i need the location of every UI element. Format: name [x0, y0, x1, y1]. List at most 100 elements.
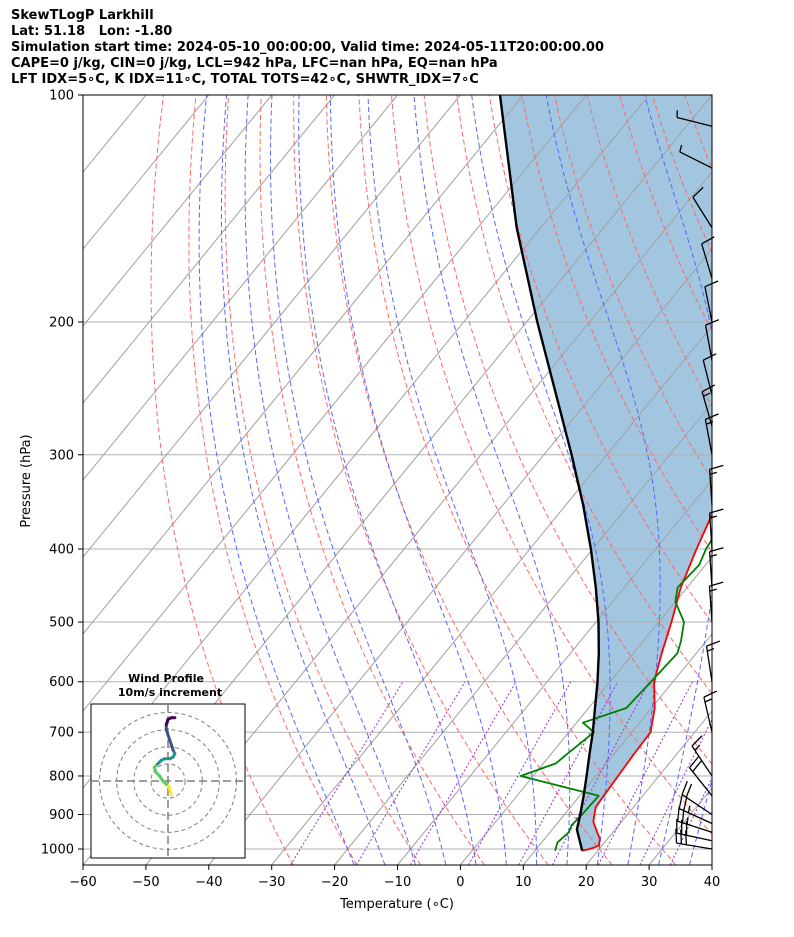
dry-adiabat-line [391, 95, 712, 836]
dry-adiabat-line [783, 95, 794, 865]
wind-barb-flag [678, 794, 683, 809]
dry-adiabat-line [325, 95, 613, 865]
wind-barb-staff [676, 832, 713, 842]
y-tick-label: 1000 [41, 843, 74, 858]
hodograph-ring [133, 746, 203, 816]
wind-barb-staff [689, 767, 713, 797]
wind-barb-flag [686, 817, 689, 825]
wind-barb-flag [677, 806, 680, 822]
wind-barb [678, 794, 713, 825]
plot-area [83, 95, 794, 865]
wind-barb-staff [702, 359, 713, 396]
isotherm-line [83, 95, 461, 558]
wind-barb-staff [701, 243, 713, 279]
isotherm-line [208, 248, 712, 865]
x-tick-label: −60 [69, 875, 96, 890]
wind-barb-flag [680, 829, 683, 844]
x-tick-label: 40 [704, 875, 721, 890]
isotherm-line [83, 95, 210, 250]
wind-barb-flag [679, 144, 683, 153]
dry-adiabat-line [150, 95, 294, 865]
dry-adiabat-line [259, 95, 485, 865]
wind-barb-flag [706, 640, 721, 647]
x-tick-label: −40 [195, 875, 222, 890]
isotherm-line [585, 710, 712, 865]
x-tick-label: 20 [578, 875, 595, 890]
x-axis-label: Temperature (∘C) [339, 897, 454, 912]
wind-barb [701, 384, 716, 427]
wind-barb-flag [691, 735, 703, 747]
wind-barb [703, 690, 718, 733]
isotherm-line [271, 325, 712, 865]
isotherm-line [83, 95, 524, 635]
wind-barb-staff [691, 745, 713, 777]
wind-barb-staff [676, 842, 713, 850]
wind-barb-flag [681, 780, 688, 795]
wind-barb [705, 640, 721, 682]
y-tick-label: 700 [49, 726, 74, 741]
x-tick-label: −10 [384, 875, 411, 890]
wind-barb-flag [704, 698, 712, 703]
dewpoint-line [519, 537, 712, 851]
wind-barb-flag [709, 471, 718, 475]
wind-barb-flag [709, 588, 717, 592]
hodograph-ring [150, 763, 186, 799]
wind-barb-staff [705, 646, 713, 682]
moist-adiabat-line [269, 95, 447, 865]
wind-barb-flag [703, 392, 711, 398]
dry-adiabat-line [521, 95, 712, 553]
chart-header: SkewTLogP Larkhill Lat: 51.18 Lon: -1.80… [11, 8, 604, 88]
hodograph-ring [116, 729, 220, 833]
location-line: Lat: 51.18 Lon: -1.80 [11, 24, 173, 39]
x-tick-label: 0 [456, 875, 464, 890]
dry-adiabat-line [224, 95, 422, 865]
dry-adiabat-line [293, 95, 549, 865]
wind-barb-flag [709, 554, 718, 558]
isotherm-line [397, 479, 712, 865]
mixing-ratio-line [290, 681, 404, 865]
wind-barb-flag [685, 830, 688, 845]
wind-barb-staff [676, 116, 713, 127]
wind-barb-flag [707, 647, 715, 652]
isotherm-line [460, 556, 712, 865]
parcel-path-line [498, 95, 600, 851]
y-tick-label: 100 [49, 89, 74, 104]
isotherm-line [334, 402, 712, 865]
wind-barb-staff [704, 325, 713, 361]
isotherm-line [522, 633, 712, 865]
mixing-ratio-line [468, 681, 572, 865]
y-tick-label: 200 [49, 315, 74, 330]
wind-barb [676, 110, 713, 127]
wind-barb-staff [703, 696, 713, 733]
wind-barb-flag [675, 828, 678, 844]
wind-barb [681, 780, 713, 816]
wind-barb-flag [702, 353, 717, 361]
y-axis-label: Pressure (hPa) [19, 434, 34, 527]
moist-adiabat-line [644, 95, 712, 865]
wind-barb [702, 353, 717, 396]
wind-barb-flag [703, 690, 718, 698]
moist-adiabat-line [198, 95, 355, 865]
y-tick-label: 400 [49, 542, 74, 557]
inset-title: Wind Profile [128, 672, 204, 685]
x-tick-label: 30 [641, 875, 658, 890]
dry-adiabat-line [488, 95, 712, 624]
x-tick-label: 10 [515, 875, 532, 890]
wind-barb-staff [701, 391, 713, 427]
x-tick-label: −50 [132, 875, 159, 890]
wind-barb-flag [692, 760, 703, 773]
isotherm-line [83, 95, 335, 404]
inset-subtitle: 10m/s increment [118, 686, 222, 699]
moist-adiabat-line [244, 95, 416, 865]
y-tick-label: 600 [49, 675, 74, 690]
wind-barbs [675, 110, 724, 850]
moist-adiabat-line [330, 95, 507, 865]
y-tick-label: 800 [49, 769, 74, 784]
y-tick-label: 500 [49, 616, 74, 631]
isotherm-line [711, 864, 712, 865]
isotherm-line [145, 171, 712, 865]
wind-barb-staff [678, 808, 713, 825]
hodograph [91, 704, 245, 858]
moist-adiabat-line [752, 95, 794, 865]
simulation-time-line: Simulation start time: 2024-05-10_00:00:… [11, 40, 604, 55]
